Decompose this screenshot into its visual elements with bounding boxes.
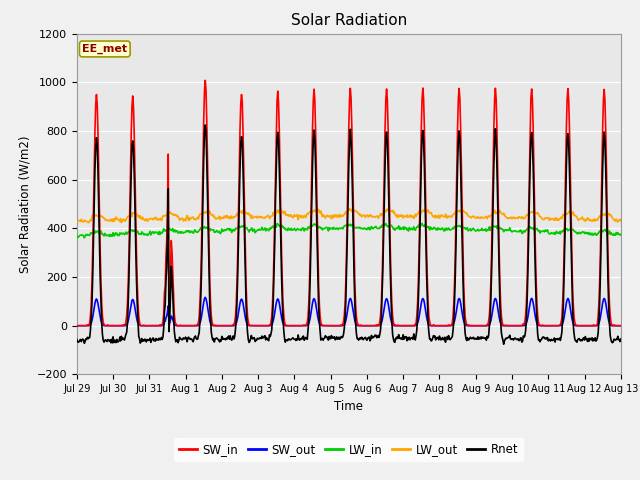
Legend: SW_in, SW_out, LW_in, LW_out, Rnet: SW_in, SW_out, LW_in, LW_out, Rnet bbox=[174, 438, 524, 461]
Text: EE_met: EE_met bbox=[82, 44, 127, 54]
Title: Solar Radiation: Solar Radiation bbox=[291, 13, 407, 28]
X-axis label: Time: Time bbox=[334, 400, 364, 413]
Y-axis label: Solar Radiation (W/m2): Solar Radiation (W/m2) bbox=[18, 135, 31, 273]
